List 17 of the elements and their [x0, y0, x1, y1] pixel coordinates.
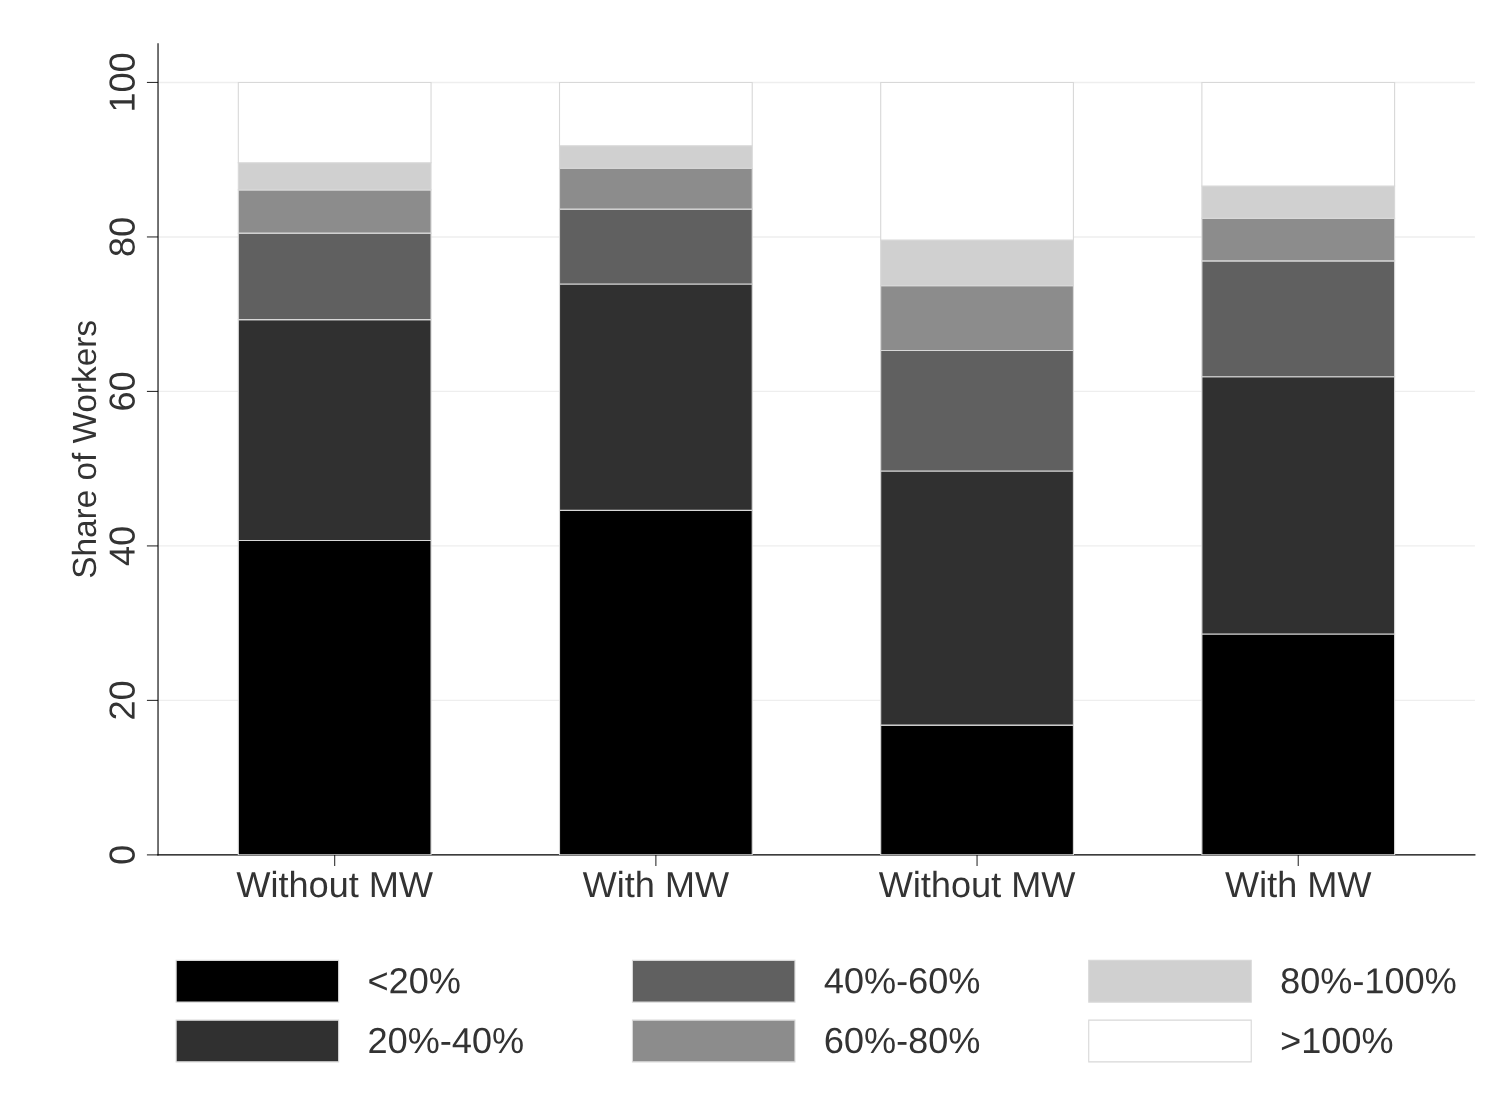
x-tick-label: With MW — [1225, 870, 1372, 898]
legend-label: >100% — [1281, 1027, 1393, 1054]
y-tick-label: 20 — [109, 681, 135, 719]
y-tick-label: 100 — [109, 53, 135, 110]
x-tick-label: Without MW — [236, 870, 433, 898]
x-tick-label: Without MW — [878, 870, 1076, 898]
y-tick-label: 40 — [109, 527, 135, 566]
legend-label: <20% — [369, 968, 460, 994]
x-tick-label: With MW — [582, 870, 729, 898]
y-tick-label: 60 — [109, 372, 135, 410]
legend-label: 20%-40% — [369, 1027, 523, 1054]
y-axis-title: Share of Workers — [71, 321, 97, 578]
legend-label: 60%-80% — [825, 1027, 980, 1054]
legend-label: 40%-60% — [824, 968, 980, 994]
y-tick-label: 0 — [109, 846, 135, 864]
y-tick-label: 80 — [109, 218, 135, 256]
legend-label: 80%-100% — [1281, 968, 1456, 994]
